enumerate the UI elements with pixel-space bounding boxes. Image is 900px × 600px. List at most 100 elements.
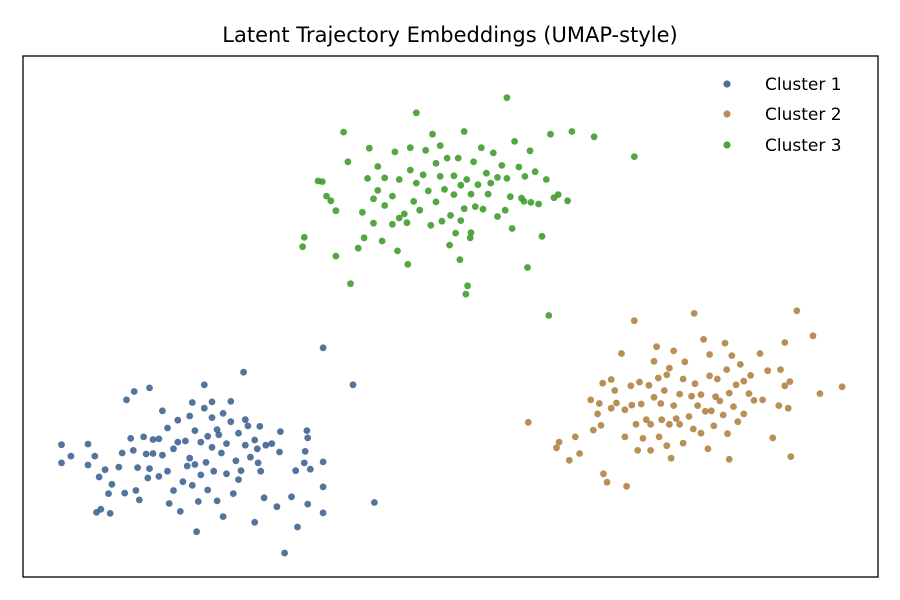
data-point	[323, 192, 330, 200]
data-point	[650, 357, 658, 365]
data-point	[304, 500, 312, 508]
data-point	[381, 174, 389, 182]
data-point	[400, 210, 408, 218]
data-point	[838, 383, 846, 391]
data-point	[202, 459, 210, 466]
legend-entry: Cluster 2	[723, 105, 842, 125]
data-point	[650, 393, 658, 401]
data-point	[332, 207, 340, 215]
data-point	[474, 181, 482, 189]
data-point	[667, 454, 675, 462]
data-point	[663, 442, 671, 450]
data-point	[188, 481, 196, 489]
data-point	[565, 456, 573, 464]
data-point	[647, 420, 654, 428]
data-point	[494, 213, 501, 220]
data-point	[374, 187, 382, 194]
data-point	[347, 280, 354, 288]
data-point	[603, 478, 611, 486]
data-point	[319, 483, 327, 491]
data-point	[129, 447, 137, 454]
data-point	[704, 445, 712, 453]
data-point	[745, 390, 753, 397]
data-point	[235, 476, 242, 483]
data-point	[647, 447, 654, 454]
data-point	[740, 410, 748, 418]
data-point	[630, 317, 638, 325]
data-point	[204, 486, 212, 494]
data-point	[467, 190, 475, 198]
data-point	[229, 490, 237, 497]
data-point	[521, 173, 529, 180]
data-point	[406, 166, 414, 174]
data-point	[208, 414, 216, 421]
data-point	[256, 423, 264, 430]
data-point	[457, 217, 465, 225]
legend-marker	[723, 80, 731, 88]
data-point	[349, 381, 357, 389]
data-point	[666, 364, 673, 372]
data-point	[237, 467, 245, 475]
series-cluster-2	[524, 307, 846, 490]
legend-marker	[723, 141, 731, 149]
data-point	[354, 244, 362, 252]
data-point	[710, 422, 718, 430]
data-point	[436, 142, 444, 150]
legend-marker	[723, 110, 731, 118]
data-point	[130, 388, 138, 395]
data-point	[531, 168, 539, 176]
data-point	[460, 205, 468, 213]
data-point	[809, 332, 817, 340]
data-point	[193, 528, 201, 536]
data-point	[728, 352, 736, 359]
data-point	[344, 158, 352, 166]
data-point	[58, 459, 65, 467]
data-point	[713, 375, 721, 383]
data-point	[793, 307, 801, 315]
series-cluster-1	[58, 344, 378, 557]
data-point	[462, 290, 470, 298]
data-point	[628, 401, 636, 409]
data-point	[419, 171, 427, 179]
data-point	[515, 163, 523, 171]
data-point	[241, 416, 249, 424]
data-point	[630, 153, 638, 161]
data-point	[135, 496, 143, 504]
data-point	[747, 372, 754, 379]
data-point	[637, 400, 645, 408]
data-point	[395, 176, 403, 183]
data-point	[600, 470, 607, 478]
data-point	[332, 252, 340, 260]
data-point	[759, 396, 766, 404]
data-point	[594, 410, 601, 418]
data-point	[725, 455, 733, 463]
data-point	[655, 433, 663, 441]
data-point	[360, 234, 368, 242]
data-point	[679, 375, 687, 383]
data-point	[155, 435, 163, 443]
data-point	[197, 438, 205, 446]
data-point	[564, 197, 571, 205]
data-point	[660, 387, 668, 394]
data-point	[554, 191, 562, 199]
data-point	[694, 402, 701, 409]
data-point	[777, 366, 784, 373]
data-point	[67, 452, 75, 460]
data-point	[164, 424, 171, 432]
data-point	[676, 420, 683, 428]
data-point	[281, 549, 288, 557]
data-point	[277, 428, 284, 435]
data-point	[146, 384, 153, 392]
data-point	[545, 312, 553, 319]
data-point	[260, 494, 268, 502]
data-point	[477, 144, 485, 152]
data-point	[105, 490, 112, 497]
data-point	[208, 398, 216, 406]
data-point	[454, 154, 462, 162]
data-point	[389, 220, 396, 228]
legend: Cluster 1 Cluster 2 Cluster 3	[723, 75, 842, 156]
data-point	[576, 450, 583, 457]
data-point	[607, 376, 615, 383]
data-point	[215, 431, 223, 439]
data-point	[219, 410, 227, 417]
